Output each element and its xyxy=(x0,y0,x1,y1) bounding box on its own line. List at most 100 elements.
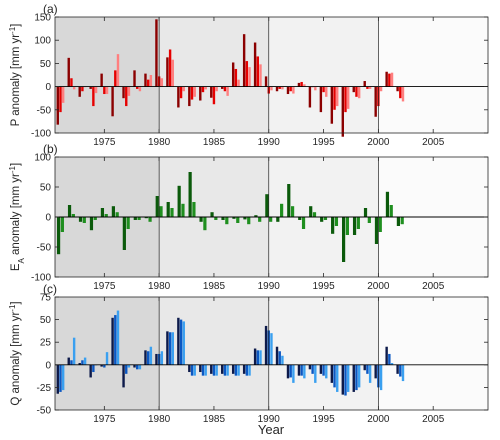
bar xyxy=(259,350,262,365)
bar xyxy=(72,86,76,90)
bar xyxy=(179,319,183,365)
bar xyxy=(78,362,81,365)
bar xyxy=(160,78,164,87)
bar xyxy=(111,317,114,365)
bar xyxy=(215,364,218,376)
bar xyxy=(399,364,402,377)
y-tick-label: 50 xyxy=(40,183,52,194)
bar xyxy=(67,357,70,365)
y-axis-label: EA anomaly [mm yr-1] xyxy=(8,163,26,271)
x-tick-label: 1995 xyxy=(312,137,335,148)
axes-box xyxy=(54,16,489,134)
bar xyxy=(221,86,224,89)
bar xyxy=(70,78,73,87)
bar xyxy=(258,217,262,222)
x-tick-label: 2005 xyxy=(422,281,445,292)
bar xyxy=(390,362,394,365)
bar xyxy=(89,364,92,378)
bar xyxy=(116,54,120,87)
bar xyxy=(298,217,302,220)
bar xyxy=(93,217,97,220)
bar xyxy=(352,217,357,235)
bar xyxy=(248,67,251,87)
bar xyxy=(149,346,153,365)
bar xyxy=(287,184,291,217)
bar xyxy=(155,196,159,217)
bar xyxy=(225,217,229,225)
bar xyxy=(177,86,180,108)
bar xyxy=(325,364,328,379)
bar xyxy=(366,86,369,89)
bar xyxy=(253,348,257,365)
bar xyxy=(100,208,105,217)
bar xyxy=(363,81,366,87)
bar xyxy=(368,86,372,89)
bar xyxy=(114,315,117,365)
bar xyxy=(223,86,227,92)
bar xyxy=(278,351,281,365)
bar xyxy=(292,364,295,383)
bar xyxy=(127,86,131,96)
bar xyxy=(385,71,388,87)
bar xyxy=(171,332,175,365)
bar xyxy=(61,364,65,391)
bar xyxy=(303,84,306,87)
bar xyxy=(256,56,259,87)
bar xyxy=(210,212,214,217)
bar xyxy=(127,364,131,368)
bar xyxy=(281,355,284,365)
bar xyxy=(388,353,391,365)
bar xyxy=(170,208,174,217)
bar xyxy=(345,217,349,235)
bar xyxy=(231,364,235,374)
x-tick-label: 1980 xyxy=(148,281,171,292)
x-tick-label: 1985 xyxy=(203,281,226,292)
x-tick-label: 1995 xyxy=(312,414,335,425)
bar xyxy=(275,346,279,365)
bar xyxy=(159,206,163,217)
bar xyxy=(190,364,194,376)
bar xyxy=(203,217,207,231)
x-tick-label: 2000 xyxy=(367,137,390,148)
bar xyxy=(385,346,388,365)
bar xyxy=(226,86,229,96)
bar xyxy=(242,34,246,87)
x-tick-label: 1975 xyxy=(93,281,116,292)
bar xyxy=(281,86,284,90)
bar xyxy=(226,364,229,376)
bar xyxy=(341,364,344,395)
bar xyxy=(269,217,273,222)
bar xyxy=(138,86,142,92)
bar xyxy=(67,205,72,217)
bar xyxy=(297,82,301,87)
bar xyxy=(210,86,213,98)
bar xyxy=(149,75,153,87)
bar xyxy=(275,86,279,92)
bar xyxy=(137,217,141,220)
bar xyxy=(223,364,227,376)
bar xyxy=(357,86,361,99)
panel-label: (a) xyxy=(43,2,58,16)
bar xyxy=(374,364,377,379)
x-tick-label: 1995 xyxy=(312,281,335,292)
bar xyxy=(300,81,303,87)
panel-label: (b) xyxy=(43,142,58,156)
bar xyxy=(100,73,103,87)
x-tick-label: 2005 xyxy=(422,414,445,425)
x-tick-label: 2000 xyxy=(367,414,390,425)
bar xyxy=(199,364,202,373)
bar xyxy=(355,364,358,391)
bar xyxy=(199,217,203,222)
era-shade xyxy=(159,17,269,133)
bar xyxy=(78,217,83,222)
bar xyxy=(245,364,249,376)
bar xyxy=(70,360,73,365)
era-shade xyxy=(378,297,488,410)
bar xyxy=(333,86,336,110)
y-tick-label: 0 xyxy=(45,213,51,224)
bar xyxy=(290,206,295,217)
panel-3: -50 -25 0 25 50 75 1975 1980 1985 1990 1995 2000 200… xyxy=(8,282,489,425)
bar xyxy=(122,364,125,388)
bar xyxy=(67,57,70,87)
bar xyxy=(182,321,185,365)
